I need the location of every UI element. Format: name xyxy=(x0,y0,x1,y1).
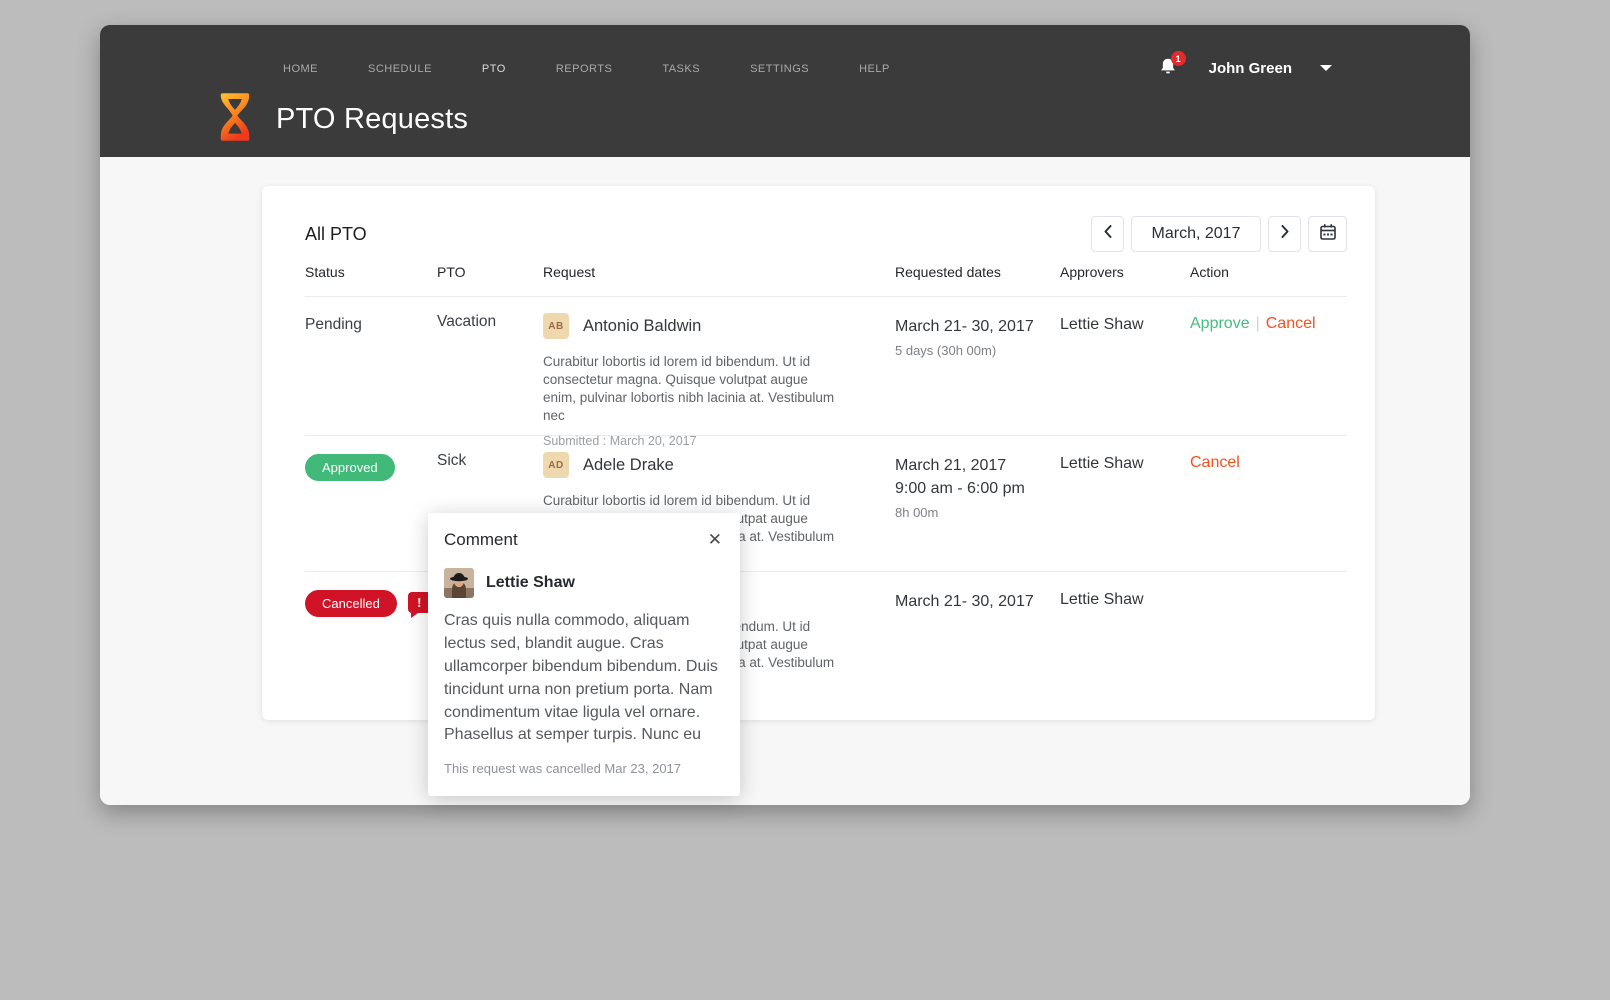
brand: PTO Requests xyxy=(216,91,468,148)
nav-home[interactable]: HOME xyxy=(283,63,318,75)
table-header: Status PTO Request Requested dates Appro… xyxy=(305,264,1347,297)
employee-name: Adele Drake xyxy=(583,455,674,474)
notification-badge: 1 xyxy=(1170,51,1186,66)
comment-author-row: Lettie Shaw xyxy=(444,568,724,598)
calendar-picker-button[interactable] xyxy=(1308,216,1347,252)
actions-cell: Approve | Cancel xyxy=(1190,313,1347,448)
app-window: HOME SCHEDULE PTO REPORTS TASKS SETTINGS… xyxy=(100,25,1470,805)
main-nav: HOME SCHEDULE PTO REPORTS TASKS SETTINGS… xyxy=(283,63,890,75)
approver-name: Lettie Shaw xyxy=(1060,316,1144,333)
actions-cell xyxy=(1190,588,1347,702)
col-pto: PTO xyxy=(437,264,466,280)
avatar: AD xyxy=(543,452,569,478)
cancel-link[interactable]: Cancel xyxy=(1190,454,1240,471)
date-navigation: March, 2017 xyxy=(1091,216,1347,252)
col-request: Request xyxy=(543,264,596,280)
app-header: HOME SCHEDULE PTO REPORTS TASKS SETTINGS… xyxy=(100,25,1470,157)
comment-indicator-icon[interactable]: ! xyxy=(407,592,431,618)
action-separator: | xyxy=(1255,315,1260,332)
user-menu-name[interactable]: John Green xyxy=(1208,59,1292,77)
nav-reports[interactable]: REPORTS xyxy=(555,63,613,75)
duration: 5 days (30h 00m) xyxy=(895,343,997,359)
header-right: 1 John Green xyxy=(1157,51,1332,83)
date-range: March 21- 30, 2017 xyxy=(895,593,1034,610)
period-selector[interactable]: March, 2017 xyxy=(1131,216,1261,252)
nav-settings[interactable]: SETTINGS xyxy=(750,63,810,75)
hourglass-logo-icon xyxy=(216,91,254,148)
nav-schedule[interactable]: SCHEDULE xyxy=(368,63,432,75)
date-range: March 21, 2017 9:00 am - 6:00 pm xyxy=(895,457,1025,498)
pto-type: Sick xyxy=(437,452,467,469)
comment-popup: Comment ✕ Lettie Shaw Cras quis nulla co… xyxy=(428,513,740,797)
comment-footer-note: This request was cancelled Mar 23, 2017 xyxy=(444,761,682,777)
request-description: Curabitur lobortis id lorem id bibendum.… xyxy=(543,354,835,423)
nav-help[interactable]: HELP xyxy=(859,63,890,75)
request-cell: AB Antonio Baldwin Curabitur lobortis id… xyxy=(543,313,895,448)
employee-name: Antonio Baldwin xyxy=(583,316,702,335)
prev-month-button[interactable] xyxy=(1091,216,1124,252)
notifications-button[interactable]: 1 xyxy=(1157,51,1186,83)
author-photo-avatar xyxy=(444,568,474,598)
approver-name: Lettie Shaw xyxy=(1060,455,1144,472)
nav-tasks[interactable]: TASKS xyxy=(662,63,701,75)
col-approvers: Approvers xyxy=(1060,264,1124,280)
card-toolbar: All PTO March, 2017 xyxy=(305,186,1347,252)
date-range: March 21- 30, 2017 xyxy=(895,318,1034,335)
submitted-date: Submitted : March 20, 2017 xyxy=(543,433,697,448)
approve-link[interactable]: Approve xyxy=(1190,315,1250,332)
status-label: Pending xyxy=(305,316,362,333)
page-title: PTO Requests xyxy=(276,103,469,135)
table-row: Pending Vacation AB Antonio Baldwin Cura… xyxy=(305,297,1347,448)
actions-cell: Cancel xyxy=(1190,452,1347,571)
approver-name: Lettie Shaw xyxy=(1060,591,1144,608)
content-area: All PTO March, 2017 xyxy=(100,157,1470,805)
bell-icon xyxy=(1157,58,1179,83)
comment-author-name: Lettie Shaw xyxy=(486,574,575,591)
status-cell: Approved xyxy=(305,452,437,571)
dates-cell: March 21- 30, 2017 xyxy=(895,588,1060,702)
dates-cell: March 21- 30, 2017 5 days (30h 00m) xyxy=(895,313,1060,448)
col-action: Action xyxy=(1190,264,1229,280)
dates-cell: March 21, 2017 9:00 am - 6:00 pm 8h 00m xyxy=(895,452,1060,571)
chevron-left-icon xyxy=(1104,225,1112,243)
chevron-down-icon[interactable] xyxy=(1320,65,1332,71)
status-badge-approved: Approved xyxy=(305,454,395,481)
nav-pto[interactable]: PTO xyxy=(481,63,506,75)
status-cell: Cancelled ! xyxy=(305,588,543,702)
next-month-button[interactable] xyxy=(1268,216,1301,252)
pto-type: Vacation xyxy=(437,313,497,330)
calendar-icon xyxy=(1318,222,1338,247)
section-title: All PTO xyxy=(305,223,367,244)
close-icon[interactable]: ✕ xyxy=(707,530,722,549)
chevron-right-icon xyxy=(1281,225,1289,243)
col-requested-dates: Requested dates xyxy=(895,264,1001,280)
avatar: AB xyxy=(543,313,569,339)
comment-body: Cras quis nulla commodo, aliquam lectus … xyxy=(444,612,718,744)
col-status: Status xyxy=(305,264,345,280)
cancel-link[interactable]: Cancel xyxy=(1265,315,1316,332)
popup-title: Comment xyxy=(444,529,518,549)
status-badge-cancelled: Cancelled xyxy=(305,590,397,617)
duration: 8h 00m xyxy=(895,505,939,521)
